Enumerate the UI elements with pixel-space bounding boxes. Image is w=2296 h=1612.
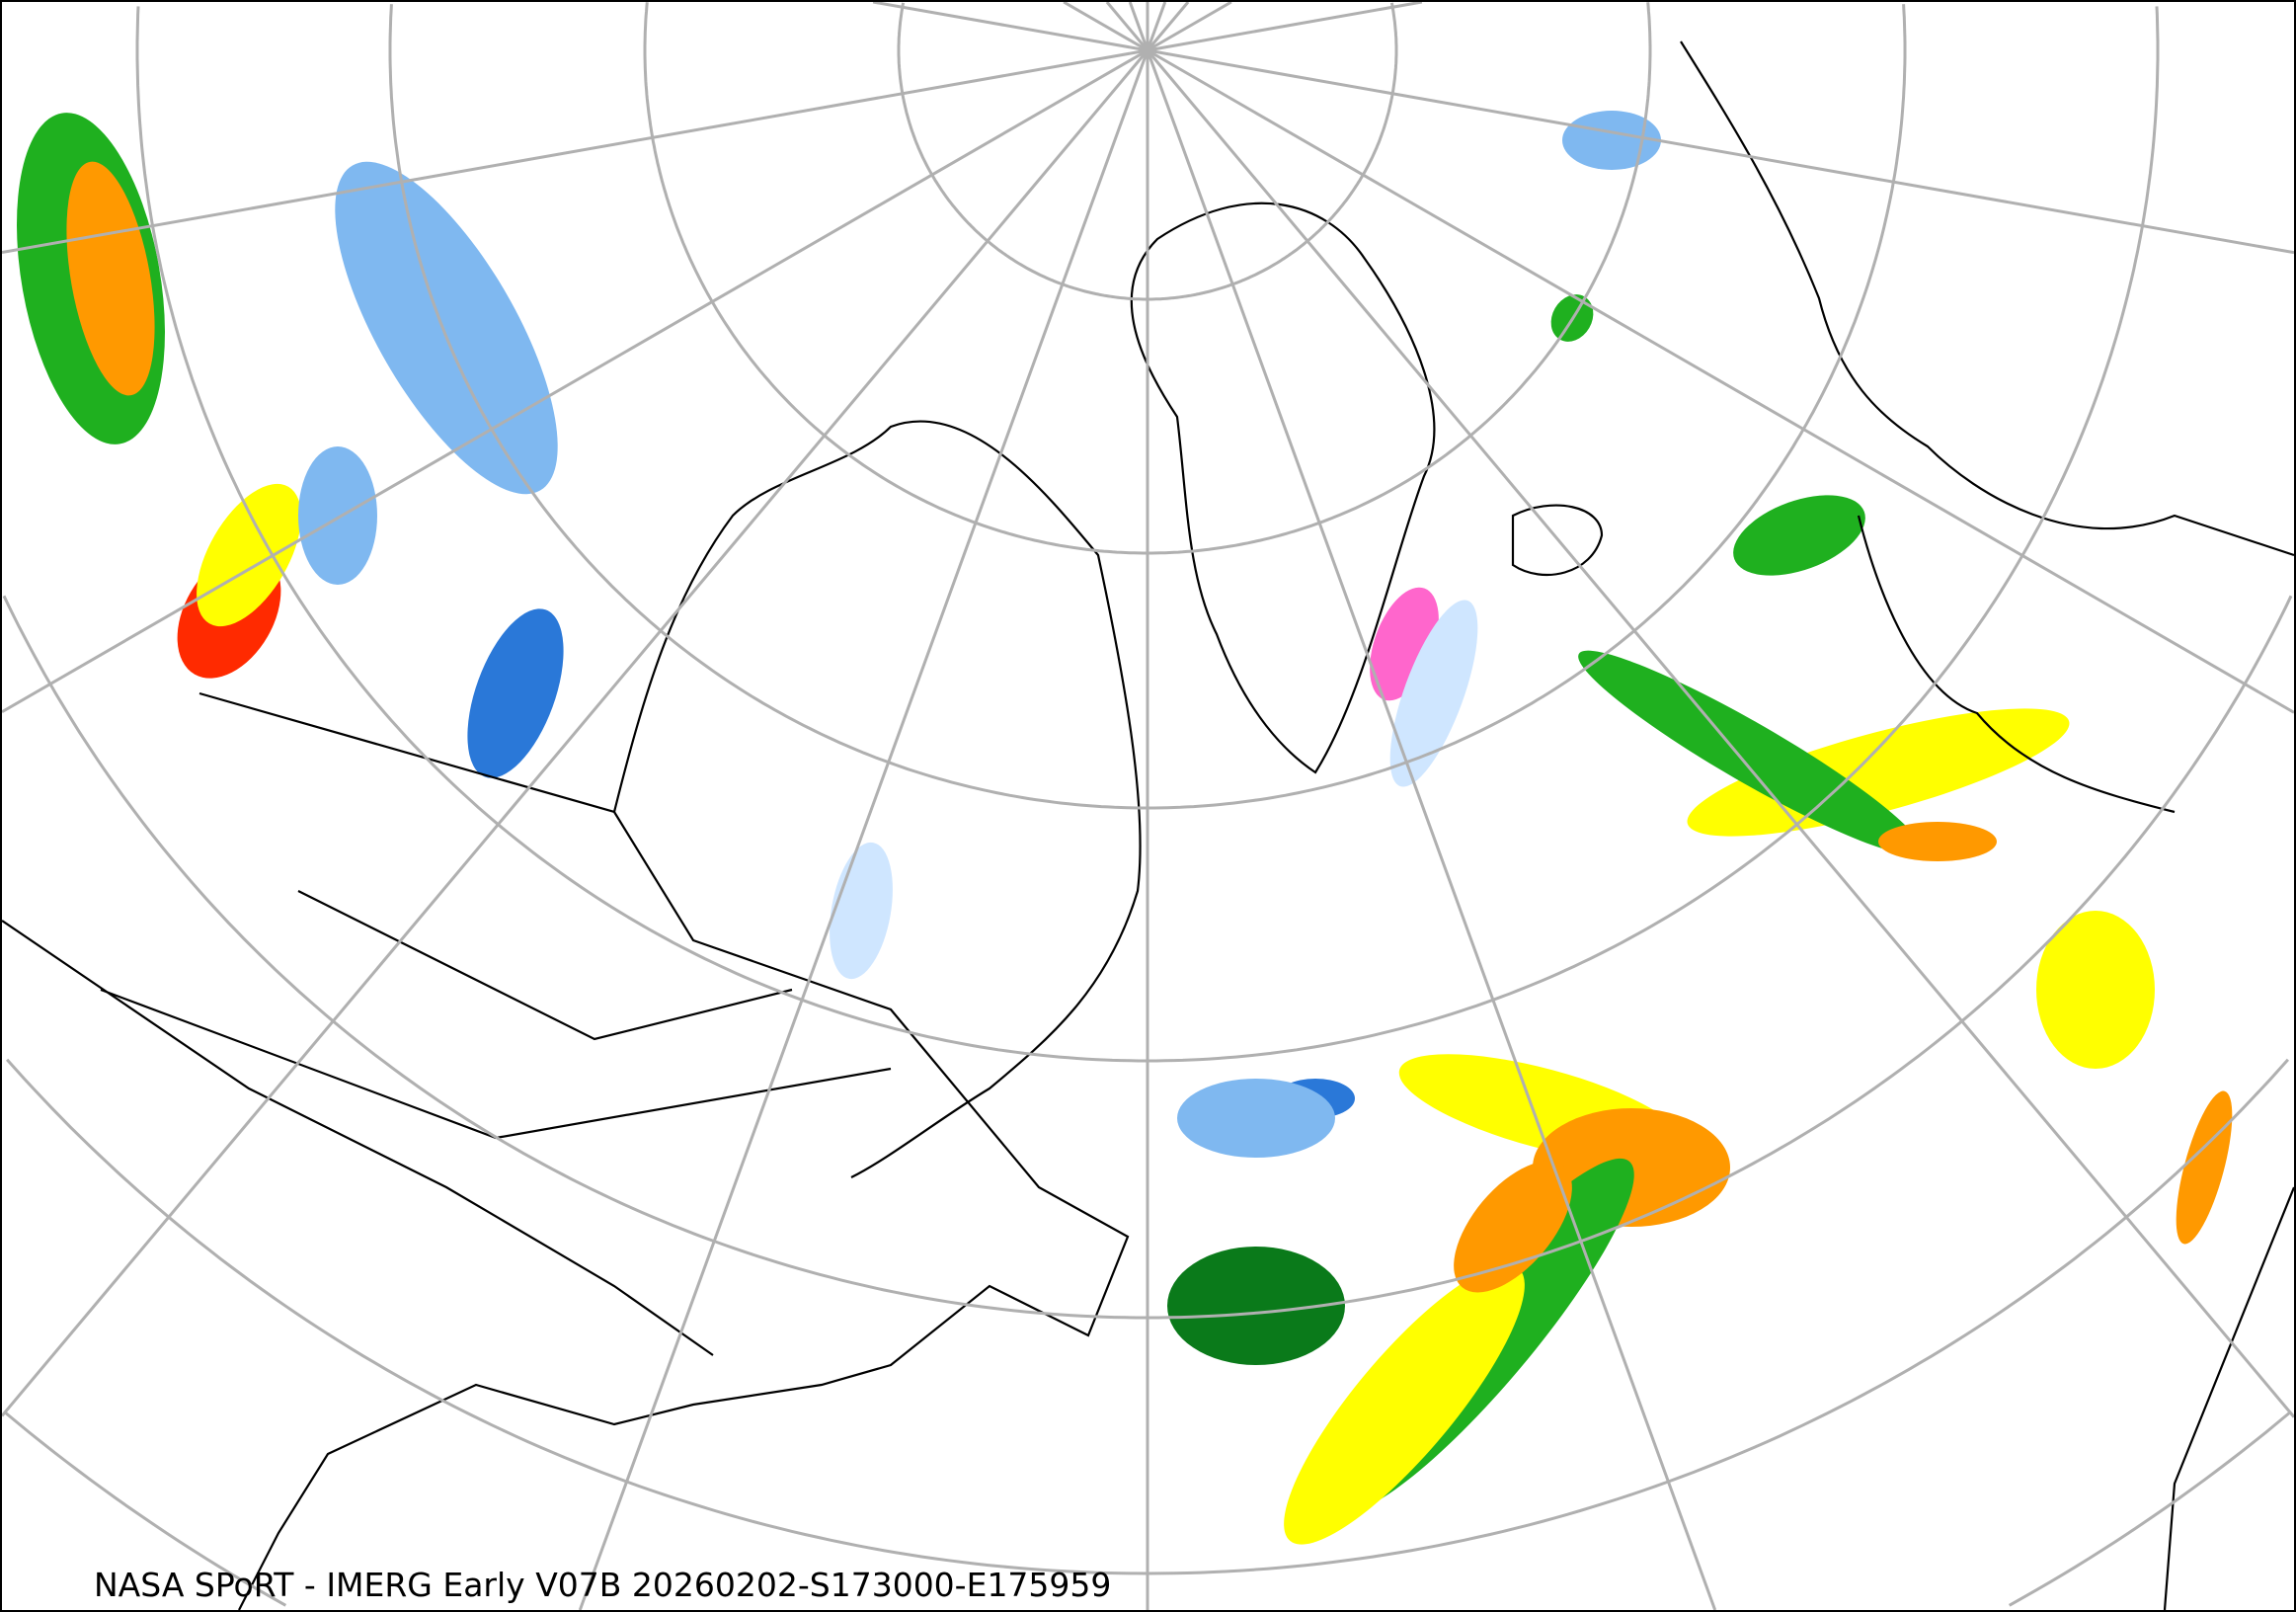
meridian-line [1146,49,1717,1610]
meridian-line [1146,2,1190,51]
precip-area-light-snow [830,842,893,980]
meridian-line [2,48,1148,254]
boundary-line [1511,504,1604,577]
latitude-circle [4,1410,287,1607]
meridian-line [1147,48,2294,255]
precip-area-snow [1562,111,1661,170]
meridian-line [2,49,1149,1417]
precip-area-moderate-rain [1284,1264,1525,1545]
boundary-line [2,920,714,1356]
meridian-line [578,49,1149,1610]
precip-area-heavy-rain [2176,1090,2233,1245]
precip-area-heavy-snow [467,608,564,778]
meridian-line [1147,2,1232,52]
precip-area-light-snow [1389,600,1478,787]
meridian-line [1063,2,1148,52]
boundary-line [297,890,793,1041]
precip-area-moderate-rain [197,483,301,627]
precip-area-snow [1177,1079,1335,1158]
latitude-circle [1148,6,2160,1063]
boundary-line [612,420,1142,1178]
boundary-line [198,691,1130,1610]
precip-area-heavy-rain [66,161,155,396]
latitude-circle [897,2,1148,301]
precip-area-heavy-rain [1878,822,1997,861]
precip-area-dark-rain [1167,1247,1345,1365]
latitude-circle [1148,2,1398,301]
precip-area-heavy-rain [1454,1161,1572,1293]
meridian-line [1146,49,2294,1418]
boundary-line [2163,1186,2294,1610]
latitude-circle [1148,595,2293,1320]
meridian-line [1146,2,1167,51]
boundary-line [100,988,892,1140]
coastlines-layer [2,40,2294,1610]
boundary-line [1130,202,1436,774]
latitude-circle [1148,2,1652,555]
meridian-line [872,2,1148,52]
precip-area-snow [298,446,377,585]
precip-area-rain [1578,650,1922,855]
precip-area-rain [1733,495,1865,576]
boundary-line [1857,515,2176,814]
latitude-circle [388,4,1148,810]
latitude-circle [1147,1058,2290,1575]
latitude-circle [135,6,1148,1063]
latitude-circle [2,595,1148,1320]
meridian-line [1128,2,1149,51]
meridian-line [2,48,1148,713]
map-caption: NASA SPoRT - IMERG Early V07B 20260202-S… [94,1566,1112,1604]
latitude-circle [643,2,1148,555]
meridian-line [1147,2,1423,52]
precip-area-moderate-rain [2036,911,2155,1069]
precip-area-snow [335,161,558,495]
latitude-circle [2008,1410,2291,1607]
meridian-line [1105,2,1149,51]
precipitation-layer [17,111,2233,1545]
latitude-circle [1148,4,1907,810]
latitude-circle [5,1058,1148,1575]
meridian-line [1147,48,2294,714]
